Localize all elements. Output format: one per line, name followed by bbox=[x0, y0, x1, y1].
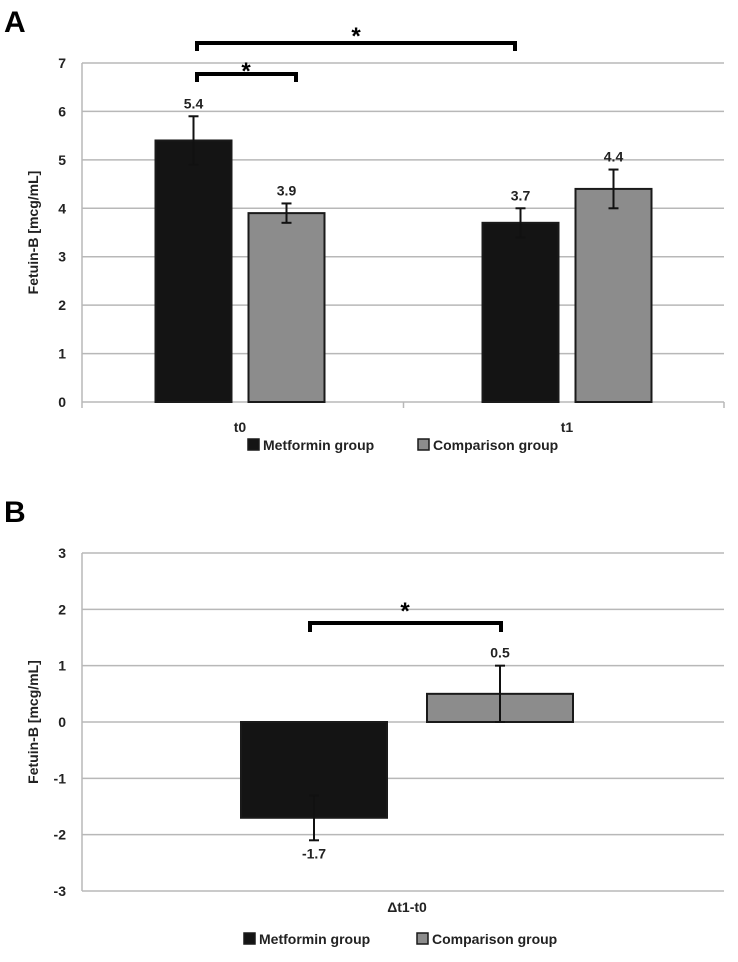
comparison-legend-swatch bbox=[417, 438, 430, 451]
significance-bracket bbox=[195, 72, 298, 82]
category-label: t1 bbox=[561, 419, 574, 435]
legend: Metformin group Comparison group bbox=[243, 931, 557, 947]
significance-bracket bbox=[308, 621, 503, 632]
data-label: 4.4 bbox=[604, 149, 624, 165]
y-tick-label: 0 bbox=[58, 394, 66, 410]
y-tick-label: 5 bbox=[58, 152, 66, 168]
metformin-bar bbox=[481, 221, 560, 403]
significance-star: * bbox=[241, 58, 251, 85]
y-tick-label: -2 bbox=[54, 827, 67, 843]
significance-bracket bbox=[195, 41, 517, 51]
y-tick-label: 3 bbox=[58, 249, 66, 265]
category-label: Δt1-t0 bbox=[387, 899, 427, 915]
y-tick-label: 1 bbox=[58, 658, 66, 674]
metformin-legend-label: Metformin group bbox=[259, 931, 370, 947]
y-axis-title: Fetuin-B [mcg/mL] bbox=[25, 660, 41, 784]
y-tick-label: 2 bbox=[58, 601, 66, 617]
y-tick-label: 7 bbox=[58, 55, 66, 71]
y-tick-label: 4 bbox=[58, 200, 66, 216]
y-tick-label: -3 bbox=[54, 883, 67, 899]
y-tick-label: 0 bbox=[58, 714, 66, 730]
comparison-bar bbox=[574, 187, 653, 403]
data-label: 5.4 bbox=[184, 95, 204, 111]
metformin-bar bbox=[154, 139, 233, 403]
y-axis-title: Fetuin-B [mcg/mL] bbox=[25, 171, 41, 295]
comparison-bar bbox=[247, 212, 326, 403]
significance-star: * bbox=[351, 23, 361, 50]
panel-letter: B bbox=[4, 496, 26, 529]
metformin-legend-label: Metformin group bbox=[263, 437, 374, 453]
comparison-legend-label: Comparison group bbox=[432, 931, 557, 947]
y-tick-label: 1 bbox=[58, 346, 66, 362]
comparison-legend-label: Comparison group bbox=[433, 437, 558, 453]
comparison-legend-swatch bbox=[416, 932, 429, 945]
panel-a: A 0 1 2 3 4 5 6 7 Fetuin-B [mcg/mL] 5.4 3.9 t0 3.7 4.4… bbox=[4, 6, 725, 453]
y-tick-label: -1 bbox=[54, 770, 67, 786]
category-label: t0 bbox=[234, 419, 247, 435]
data-label: 0.5 bbox=[490, 645, 510, 661]
y-tick-label: 2 bbox=[58, 297, 66, 313]
legend: Metformin group Comparison group bbox=[247, 437, 558, 453]
significance-star: * bbox=[400, 598, 410, 625]
y-tick-label: 3 bbox=[58, 545, 66, 561]
data-label: 3.9 bbox=[277, 182, 297, 198]
metformin-legend-swatch bbox=[243, 932, 256, 945]
metformin-legend-swatch bbox=[247, 438, 260, 451]
data-label: 3.7 bbox=[511, 187, 531, 203]
panel-letter: A bbox=[4, 6, 26, 39]
panel-b: B -3 -2 -1 0 1 2 3 Fetuin-B [mcg/mL] -1.7 0.5 Δt1-t… bbox=[4, 496, 724, 947]
y-tick-label: 6 bbox=[58, 103, 66, 119]
data-label: -1.7 bbox=[302, 845, 326, 861]
